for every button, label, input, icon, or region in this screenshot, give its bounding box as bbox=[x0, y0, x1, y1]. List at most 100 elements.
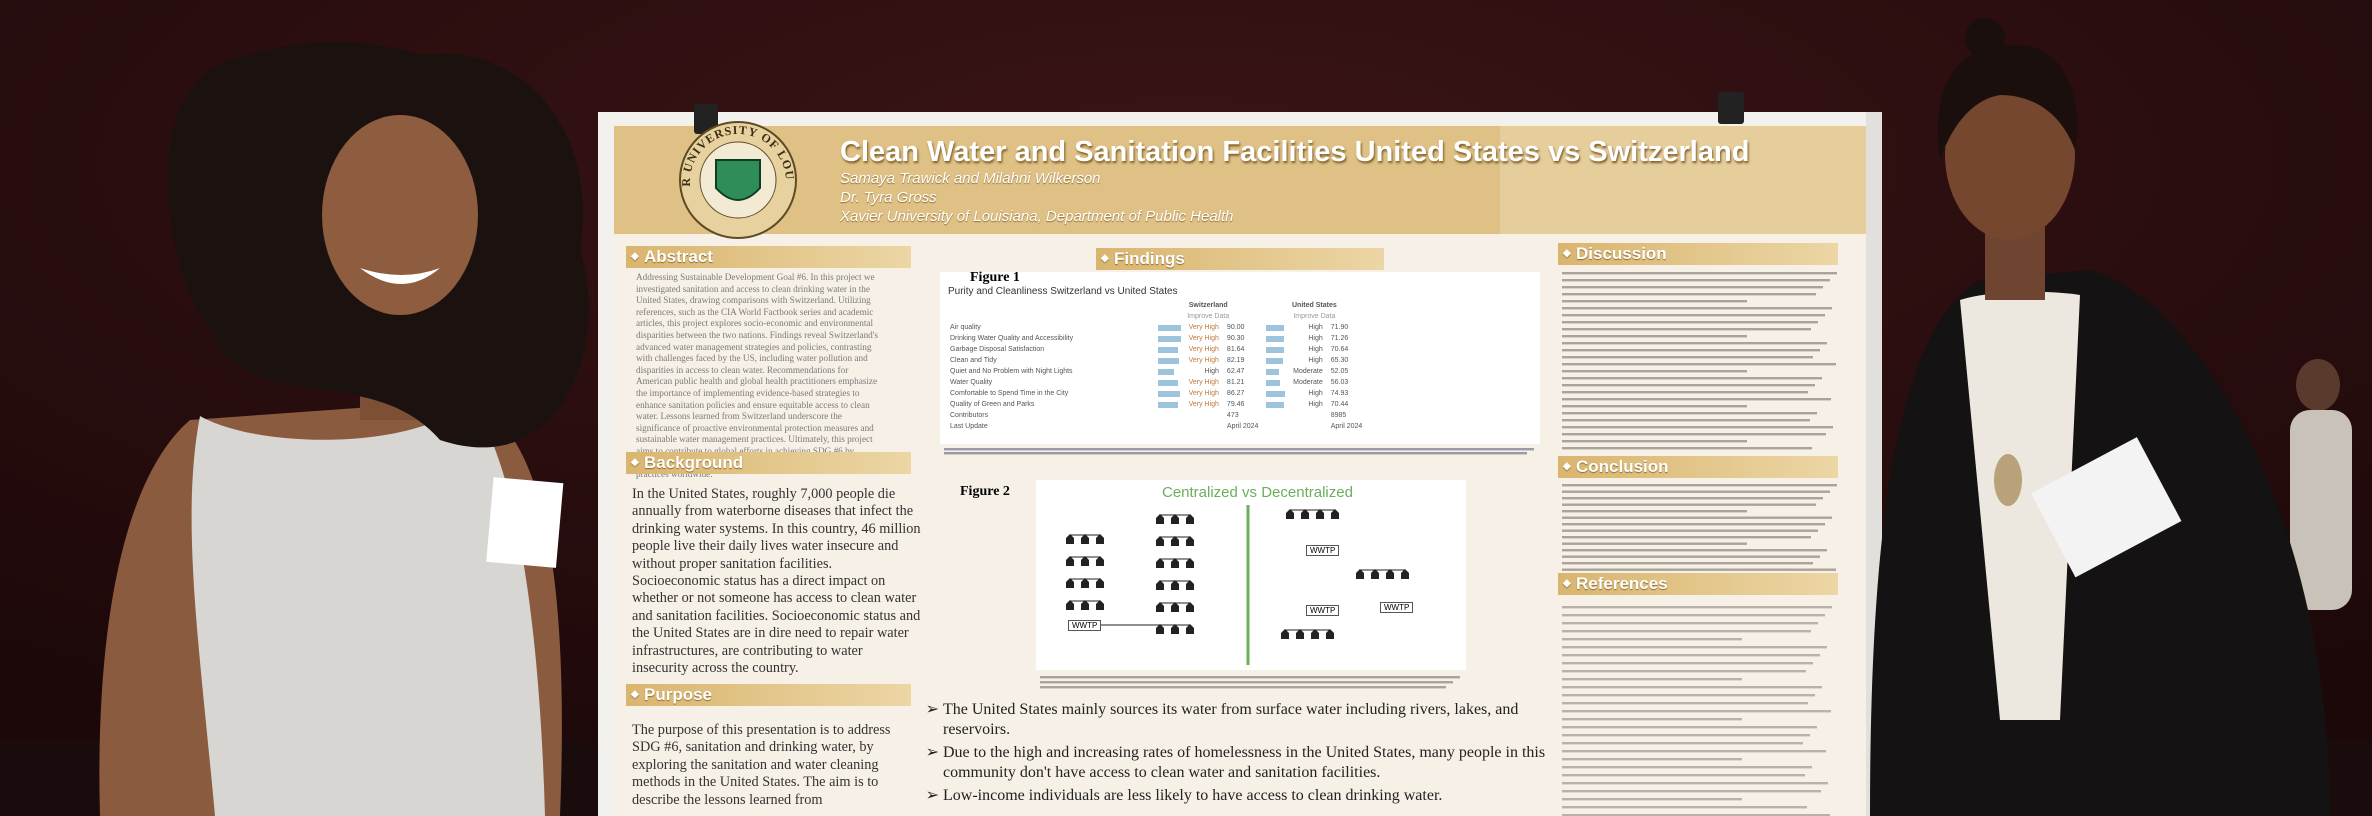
row-label: Drinking Water Quality and Accessibility bbox=[950, 335, 1074, 342]
score: 90.00 bbox=[1226, 324, 1245, 331]
affiliation: Xavier University of Louisiana, Departme… bbox=[840, 208, 1234, 225]
bar bbox=[1266, 390, 1286, 397]
bar bbox=[1266, 324, 1285, 331]
text-line bbox=[1562, 503, 1816, 506]
house-icon bbox=[1081, 600, 1089, 610]
text-line bbox=[1562, 750, 1826, 753]
bullet: Low-income individuals are less likely t… bbox=[943, 786, 1568, 806]
house-icon bbox=[1316, 509, 1324, 519]
text-line bbox=[1562, 321, 1818, 324]
house-icon bbox=[1401, 569, 1409, 579]
text-line bbox=[1562, 638, 1742, 641]
text-line bbox=[1562, 370, 1747, 373]
figure-label: Figure 1 bbox=[970, 270, 1020, 285]
score: 70.44 bbox=[1330, 401, 1349, 408]
section-heading: Background bbox=[626, 452, 911, 474]
background-text: In the United States, roughly 7,000 peop… bbox=[632, 486, 921, 677]
text-line bbox=[1562, 562, 1813, 565]
rating: High bbox=[1308, 357, 1323, 364]
bar-cell bbox=[1262, 366, 1289, 377]
text-line bbox=[1562, 646, 1827, 649]
house-icon bbox=[1081, 578, 1089, 588]
text-line bbox=[1562, 391, 1808, 394]
score: 52.05 bbox=[1330, 368, 1349, 375]
bar bbox=[1266, 401, 1285, 408]
column-head: United States bbox=[1292, 302, 1337, 309]
bar-cell bbox=[1262, 399, 1289, 410]
text-line bbox=[1562, 549, 1827, 552]
bar-cell bbox=[1262, 333, 1289, 344]
bar-cell bbox=[1154, 344, 1185, 355]
house-icon bbox=[1096, 534, 1104, 544]
rating: Moderate bbox=[1293, 368, 1323, 375]
text-line bbox=[1562, 426, 1833, 429]
figure1-table: Switzerland United States Improve Data Impr… bbox=[946, 300, 1366, 432]
plant-label: WWTP bbox=[1380, 602, 1414, 613]
figure-caption: Purity and Cleanliness Switzerland vs Un… bbox=[948, 286, 1178, 297]
text-line bbox=[1562, 758, 1742, 761]
findings-bullets: The United States mainly sources its wat… bbox=[925, 700, 1568, 809]
value: April 2024 bbox=[1330, 423, 1363, 430]
text-line bbox=[1562, 614, 1825, 617]
text-line bbox=[1562, 536, 1811, 539]
text-line bbox=[1562, 790, 1821, 793]
text-line bbox=[1562, 678, 1742, 681]
text-line bbox=[1562, 622, 1818, 625]
row-label: Last Update bbox=[950, 423, 988, 430]
house-icon bbox=[1171, 536, 1179, 546]
bar bbox=[1158, 379, 1179, 386]
text-line bbox=[1562, 293, 1816, 296]
text-line bbox=[1562, 433, 1826, 436]
rating: Very High bbox=[1188, 335, 1219, 342]
text-line bbox=[1562, 662, 1813, 665]
section-heading: Purpose bbox=[626, 684, 911, 706]
text-line bbox=[1562, 702, 1808, 705]
text-line bbox=[1562, 484, 1837, 487]
text-line bbox=[1562, 555, 1820, 558]
row-label: Quality of Green and Parks bbox=[950, 401, 1035, 408]
text-line bbox=[1562, 398, 1831, 401]
table-row: Garbage Disposal Satisfaction Very High 81… bbox=[946, 344, 1366, 355]
bar bbox=[1266, 346, 1285, 353]
bar-cell bbox=[1154, 399, 1185, 410]
section-heading: Conclusion bbox=[1558, 456, 1838, 478]
person-smile bbox=[360, 268, 440, 284]
text-line bbox=[1562, 286, 1823, 289]
section-heading: Abstract bbox=[626, 246, 911, 268]
section-heading: Discussion bbox=[1558, 243, 1838, 265]
rating: High bbox=[1308, 324, 1323, 331]
bar bbox=[1158, 324, 1181, 331]
bar bbox=[1158, 368, 1174, 375]
house-icon bbox=[1296, 629, 1304, 639]
house-icon bbox=[1156, 602, 1164, 612]
score: 65.30 bbox=[1330, 357, 1349, 364]
text-line bbox=[1562, 523, 1825, 526]
text-line bbox=[1562, 272, 1837, 275]
table-row: Air quality Very High 90.00 High 71.90 bbox=[946, 322, 1366, 333]
subhead: Improve Data bbox=[1293, 313, 1336, 320]
score: 90.30 bbox=[1226, 335, 1245, 342]
table-footer: Contributors 473 8985 bbox=[946, 410, 1366, 421]
text-line bbox=[1562, 726, 1817, 729]
text-line bbox=[1562, 734, 1810, 737]
section-heading: References bbox=[1558, 573, 1838, 595]
text-line bbox=[1562, 806, 1807, 809]
house-icon bbox=[1156, 514, 1164, 524]
text-line bbox=[1562, 510, 1747, 513]
person-face bbox=[1945, 70, 2075, 240]
cell bbox=[1262, 410, 1326, 421]
abstract-text: Addressing Sustainable Development Goal … bbox=[636, 272, 879, 480]
row-label: Quiet and No Problem with Night Lights bbox=[950, 368, 1073, 375]
score: 86.27 bbox=[1226, 390, 1245, 397]
house-icon bbox=[1186, 602, 1194, 612]
text-line bbox=[1562, 349, 1820, 352]
text-line bbox=[1562, 766, 1812, 769]
text-line bbox=[1562, 774, 1805, 777]
house-icon bbox=[1286, 509, 1294, 519]
bullet: Due to the high and increasing rates of … bbox=[943, 743, 1568, 783]
text-line bbox=[1562, 670, 1806, 673]
cell bbox=[1262, 421, 1326, 432]
house-icon bbox=[1066, 556, 1074, 566]
score: 70.64 bbox=[1330, 346, 1349, 353]
text-line bbox=[1562, 447, 1812, 450]
